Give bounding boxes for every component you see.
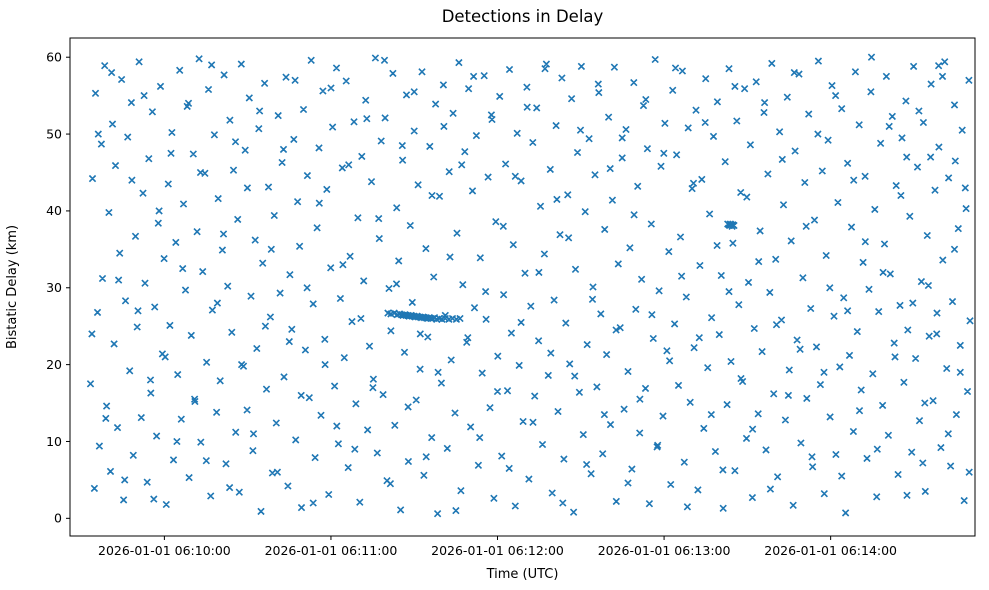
x-tick-label: 2026-01-01 06:11:00 [265, 543, 398, 558]
chart-title: Detections in Delay [442, 7, 604, 26]
y-tick-label: 20 [46, 357, 62, 372]
y-tick-label: 0 [54, 511, 62, 526]
plot-border [69, 37, 976, 537]
x-tick-label: 2026-01-01 06:10:00 [98, 543, 231, 558]
detections-series-markers [86, 53, 974, 518]
x-axis-label: Time (UTC) [486, 567, 559, 582]
y-axis-label: Bistatic Delay (km) [5, 225, 20, 349]
x-tick-label: 2026-01-01 06:14:00 [764, 543, 897, 558]
x-tick-label: 2026-01-01 06:12:00 [431, 543, 564, 558]
y-tick-label: 50 [46, 126, 62, 141]
x-tick-label: 2026-01-01 06:13:00 [598, 543, 731, 558]
y-tick-label: 60 [46, 50, 62, 65]
axes-layer: 2026-01-01 06:10:00 2026-01-01 06:11:00 20… [46, 37, 976, 558]
y-tick-label: 40 [46, 203, 62, 218]
y-tick-label: 30 [46, 280, 62, 295]
data-points [86, 53, 974, 518]
y-tick-label: 10 [46, 434, 62, 449]
